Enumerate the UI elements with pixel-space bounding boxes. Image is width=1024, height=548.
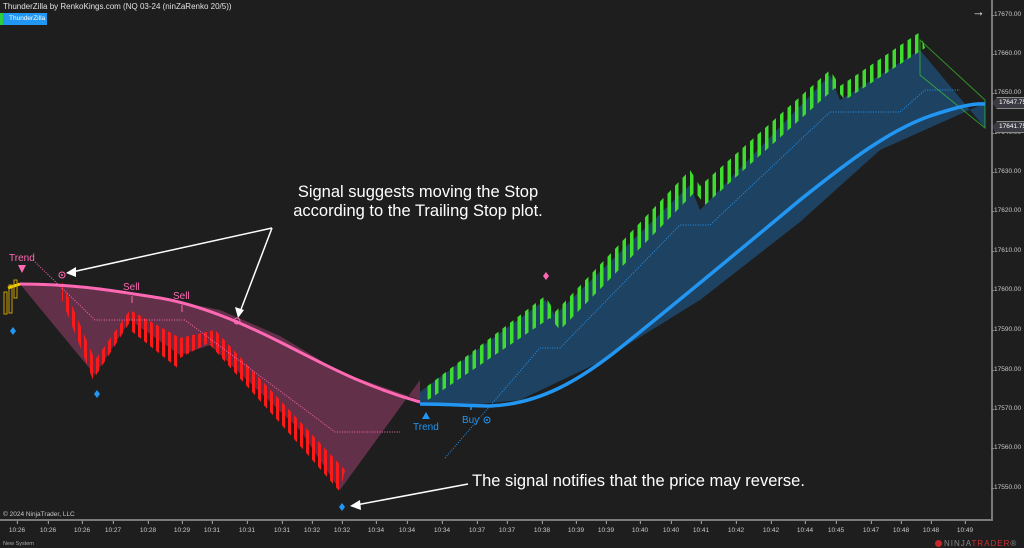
reversal-diamond-icon <box>94 390 100 398</box>
reversal-diamond-icon <box>10 327 16 335</box>
system-label: New System <box>3 541 34 547</box>
brand-right: TRADER <box>971 539 1011 548</box>
bearish-baseline <box>19 282 421 404</box>
reversal-diamond-icon <box>339 503 345 511</box>
trend-up-triangle-icon <box>422 412 430 419</box>
x-tick: 10:34 <box>433 521 451 534</box>
x-tick: 10:39 <box>567 521 585 534</box>
y-tick: 17570.00 <box>990 405 1022 412</box>
stop-signal-icon <box>233 317 241 325</box>
y-tick: 17650.00 <box>990 89 1022 96</box>
sell-signal-label-2: Sell <box>173 291 190 302</box>
trend-up-signal-label: Trend <box>413 422 439 433</box>
bullish-baseline <box>419 102 986 408</box>
x-tick: 10:47 <box>862 521 880 534</box>
x-tick: 10:34 <box>398 521 416 534</box>
x-tick: 10:26 <box>8 521 26 534</box>
x-tick: 10:37 <box>468 521 486 534</box>
x-tick: 10:32 <box>303 521 321 534</box>
y-tick: 17580.00 <box>990 366 1022 373</box>
ninjatrader-logo-icon <box>935 540 942 547</box>
indicator-color-swatch <box>0 13 3 25</box>
stop-annotation-line2: according to the Trailing Stop plot. <box>293 202 543 220</box>
x-tick: 10:40 <box>662 521 680 534</box>
y-tick: 17600.00 <box>990 286 1022 293</box>
x-tick: 10:41 <box>692 521 710 534</box>
reversal-diamond-icon <box>543 272 549 280</box>
copyright-text: © 2024 NinjaTrader, LLC <box>3 511 75 518</box>
arrow-right-icon[interactable]: → <box>972 4 985 19</box>
y-tick: 17550.00 <box>990 484 1022 491</box>
x-tick: 10:45 <box>827 521 845 534</box>
ninjatrader-logo: NINJATRADER® <box>935 539 1017 548</box>
bullish-band-fill <box>420 50 985 405</box>
x-tick: 10:29 <box>173 521 191 534</box>
x-tick: 10:44 <box>796 521 814 534</box>
x-tick: 10:31 <box>203 521 221 534</box>
buy-signal-label: Buy <box>462 415 480 426</box>
bullish-pullback-bars <box>919 38 986 130</box>
x-tick: 10:26 <box>39 521 57 534</box>
stop-signal-icon <box>483 416 491 424</box>
chart-title: ThunderZilla by RenkoKings.com (NQ 03-24… <box>3 2 232 11</box>
current-price-label: 17647.75 <box>992 97 1024 109</box>
x-tick: 10:40 <box>631 521 649 534</box>
bullish-bar-column <box>425 32 925 400</box>
x-tick: 10:42 <box>727 521 745 534</box>
low-price-label: 17641.75 <box>992 121 1024 133</box>
y-tick: 17660.00 <box>990 50 1022 57</box>
stop-annotation-line1: Signal suggests moving the Stop <box>297 183 539 201</box>
trend-down-triangle-icon <box>18 265 26 273</box>
brand-left: NINJA <box>944 539 972 548</box>
y-tick: 17620.00 <box>990 207 1022 214</box>
x-tick: 10:48 <box>892 521 910 534</box>
indicator-tag-button[interactable]: ThunderZilla <box>0 13 47 25</box>
bear-trailing-stop <box>34 261 400 433</box>
x-tick: 10:48 <box>922 521 940 534</box>
reversal-annotation: The signal notifies that the price may r… <box>472 472 805 490</box>
x-tick: 10:37 <box>498 521 516 534</box>
x-tick: 10:28 <box>139 521 157 534</box>
x-tick: 10:34 <box>367 521 385 534</box>
x-axis[interactable] <box>0 519 993 521</box>
y-tick: 17670.00 <box>990 11 1022 18</box>
trend-down-signal-label: Trend <box>9 253 35 264</box>
x-tick: 10:42 <box>762 521 780 534</box>
sell-signal-label-1: Sell <box>123 282 140 293</box>
x-tick: 10:31 <box>238 521 256 534</box>
brand-mark: ® <box>1010 539 1018 548</box>
y-tick: 17610.00 <box>990 247 1022 254</box>
x-tick: 10:26 <box>73 521 91 534</box>
y-tick: 17630.00 <box>990 168 1022 175</box>
x-tick: 10:38 <box>533 521 551 534</box>
x-tick: 10:27 <box>104 521 122 534</box>
x-tick: 10:32 <box>333 521 351 534</box>
stop-annotation: Signal suggests moving the Stop accordin… <box>258 183 578 221</box>
x-tick: 10:49 <box>956 521 974 534</box>
y-tick: 17590.00 <box>990 326 1022 333</box>
x-tick: 10:39 <box>597 521 615 534</box>
y-tick: 17560.00 <box>990 444 1022 451</box>
x-tick: 10:31 <box>273 521 291 534</box>
y-axis[interactable] <box>991 0 993 520</box>
indicator-tag-label: ThunderZilla <box>9 15 46 22</box>
stop-signal-icon <box>58 271 66 279</box>
